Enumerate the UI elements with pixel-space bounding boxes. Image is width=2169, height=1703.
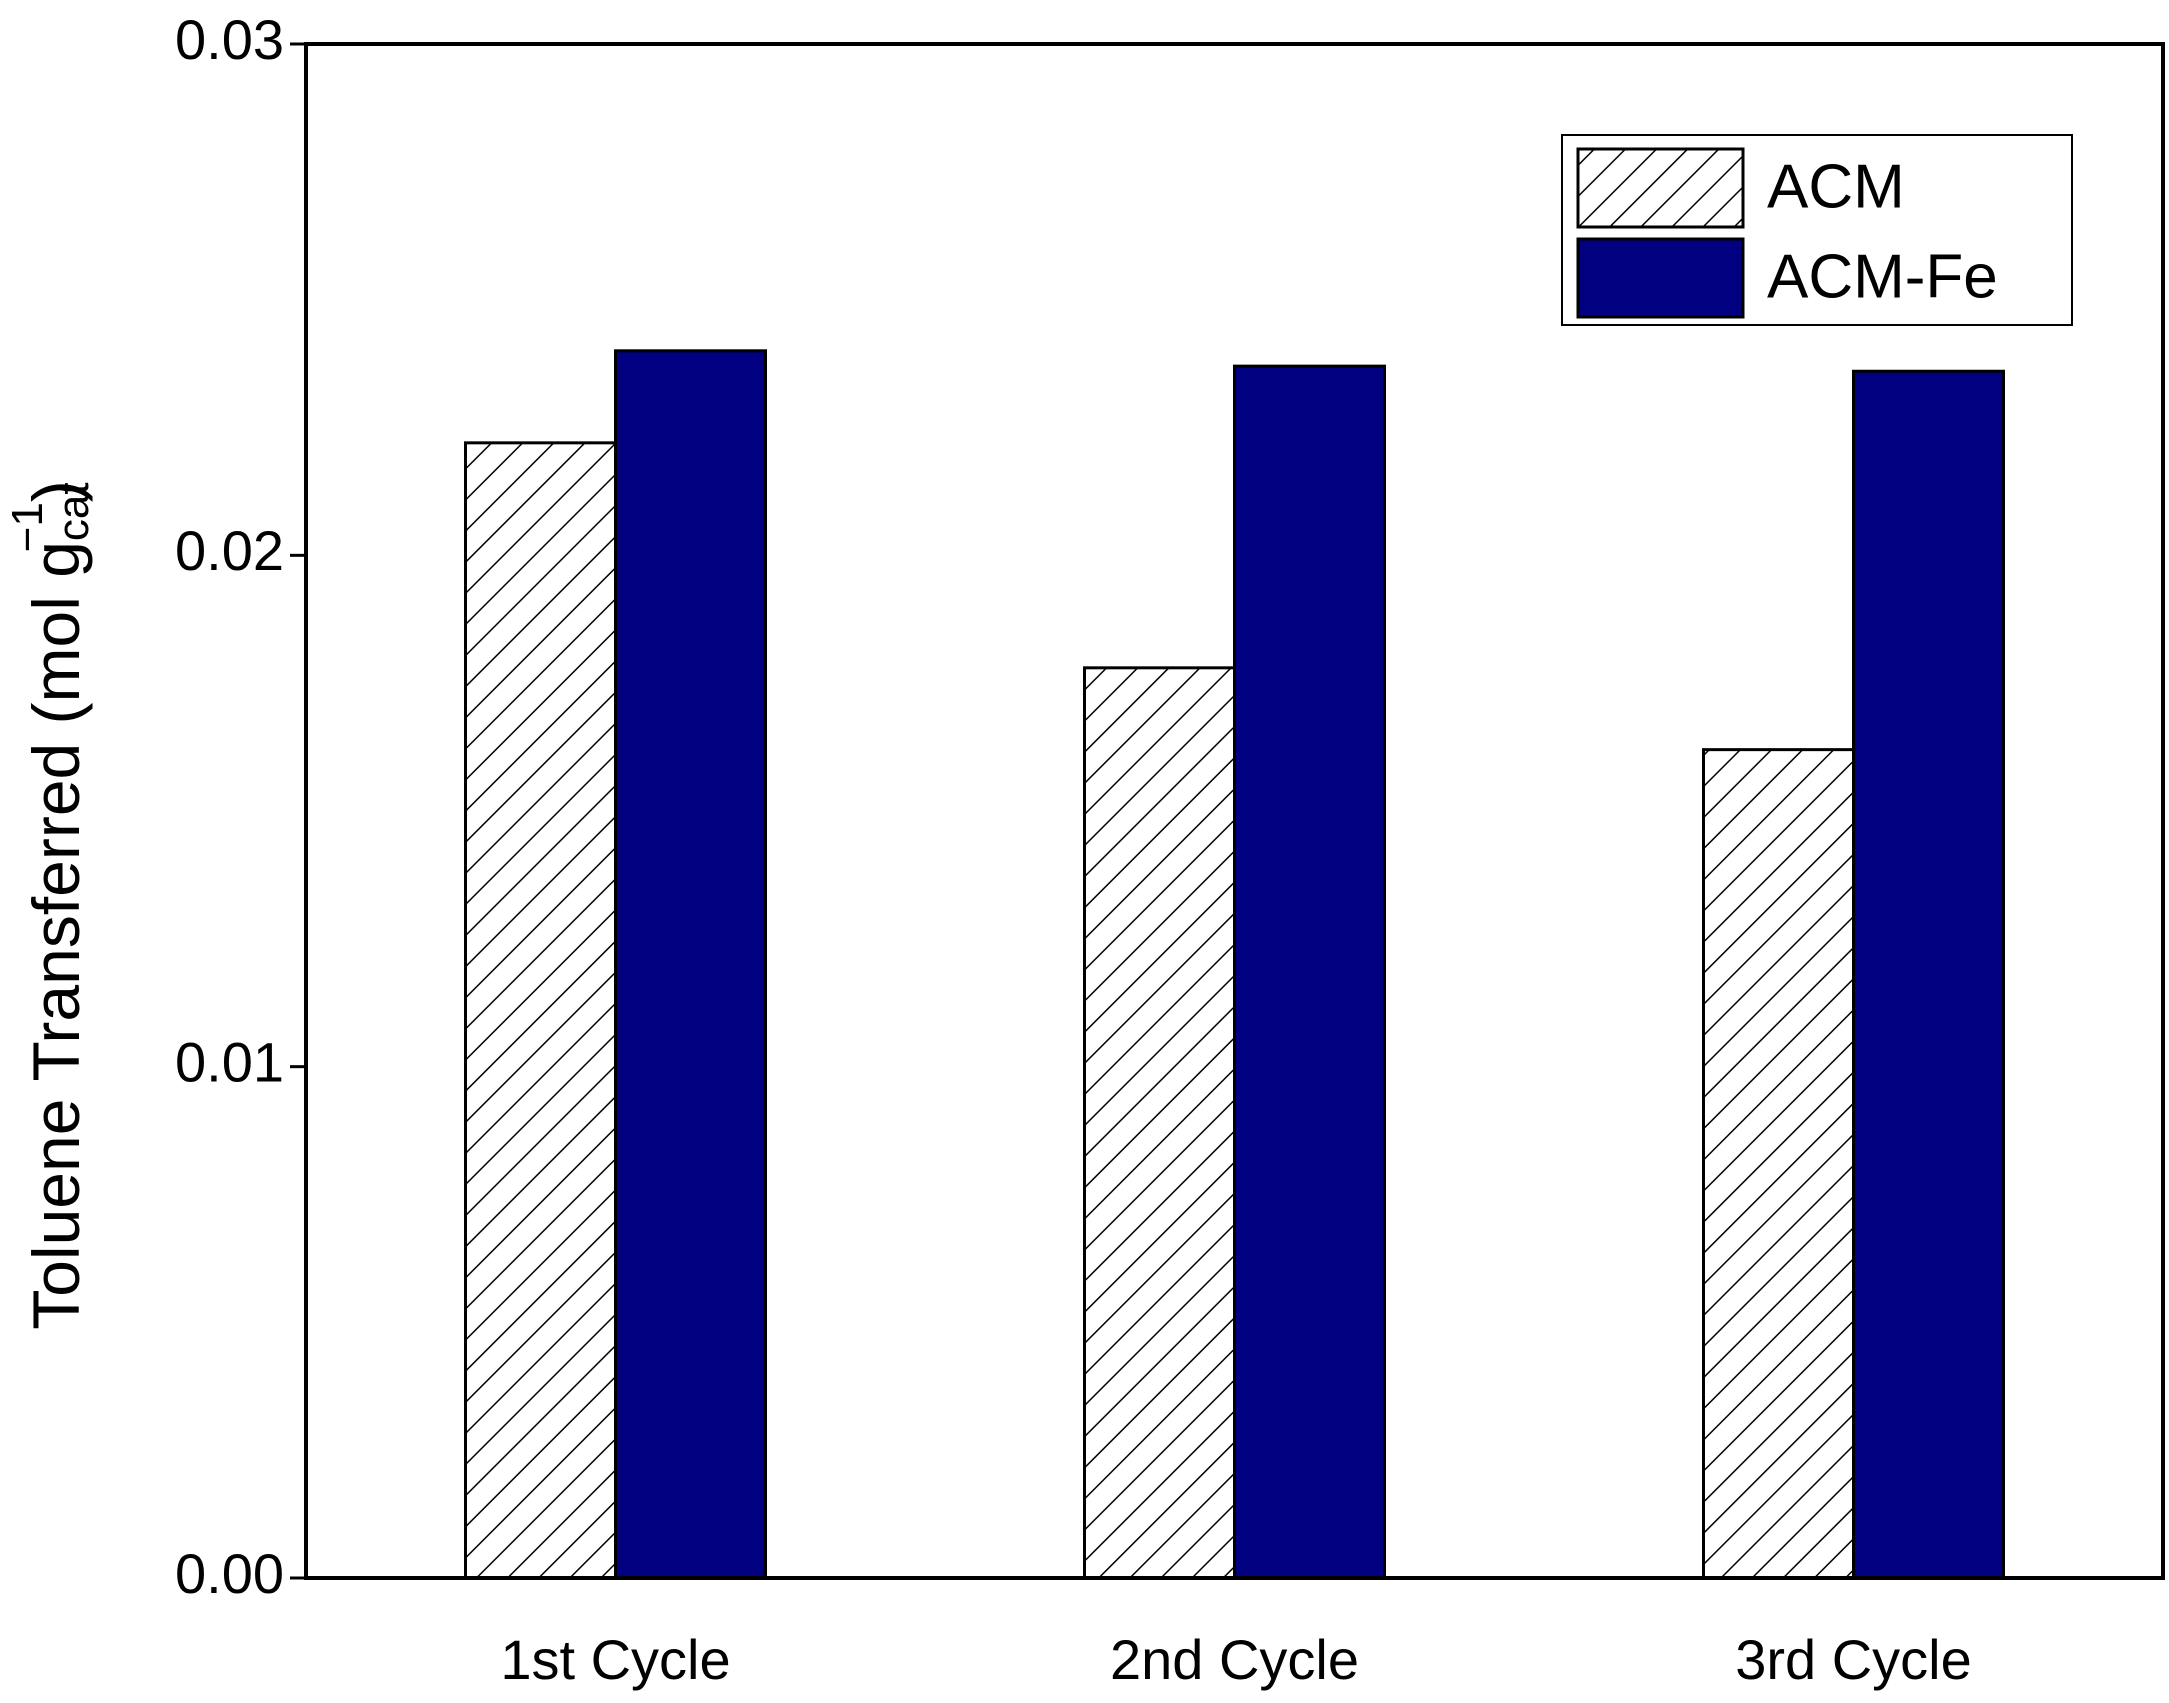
bar [1083, 666, 1236, 1580]
plot-frame [304, 42, 2165, 1580]
x-tick-label: 2nd Cycle [1110, 1628, 1359, 1691]
y-tick-label: 0.03 [175, 8, 284, 71]
legend-swatch [1576, 147, 1745, 229]
y-tick-label: 0.02 [175, 519, 284, 582]
bar [1233, 364, 1386, 1580]
y-label-sup: −1 [3, 502, 52, 552]
legend-label: ACM [1767, 152, 1905, 221]
bar [1702, 748, 1855, 1580]
y-axis-label: Toluene Transferred (mol gcat−1) [3, 480, 98, 1330]
y-label-end: ) [19, 480, 93, 502]
y-label-sub: cat [49, 482, 98, 541]
y-tick-label: 0.01 [175, 1030, 284, 1093]
bar [614, 349, 767, 1580]
y-label-text: Toluene Transferred (mol g [19, 541, 93, 1330]
y-tick-label: 0.00 [175, 1542, 284, 1605]
bar [1852, 369, 2005, 1580]
legend-swatch [1576, 237, 1745, 319]
x-tick-label: 3rd Cycle [1735, 1628, 1972, 1691]
x-tick-label: 1st Cycle [500, 1628, 730, 1691]
legend-label: ACM-Fe [1767, 242, 1998, 311]
bar [464, 441, 617, 1580]
